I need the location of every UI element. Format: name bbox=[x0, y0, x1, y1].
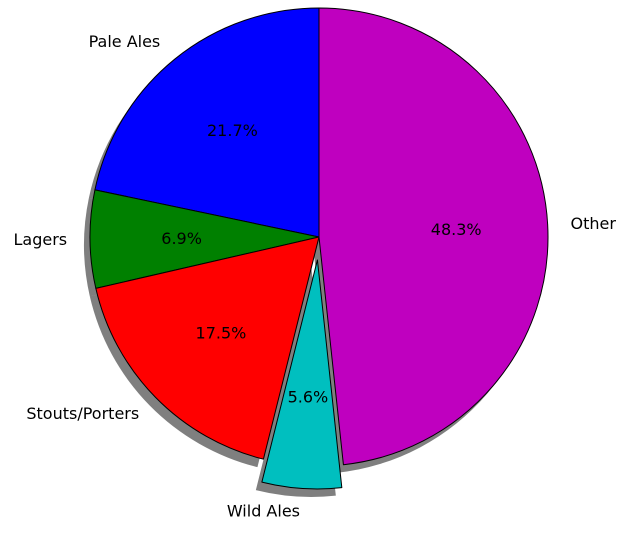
pct-label-lagers: 6.9% bbox=[161, 229, 202, 248]
pct-label-pale-ales: 21.7% bbox=[207, 121, 258, 140]
label-layer: 21.7% Pale Ales 6.9% Lagers 17.5% Stouts/Port… bbox=[13, 32, 616, 521]
slice-label-other: Other bbox=[571, 214, 617, 233]
slice-other bbox=[318, 7, 549, 466]
slice-label-wild-ales: Wild Ales bbox=[227, 502, 300, 521]
pct-label-other: 48.3% bbox=[431, 220, 482, 239]
slice-label-lagers: Lagers bbox=[13, 230, 67, 249]
slice-label-stouts-porters: Stouts/Porters bbox=[26, 404, 139, 423]
pct-label-stouts-porters: 17.5% bbox=[196, 324, 247, 343]
slice-label-pale-ales: Pale Ales bbox=[89, 32, 161, 51]
slice-pale-ales bbox=[94, 7, 320, 238]
slice-wild-ales bbox=[261, 259, 343, 490]
slice-layer bbox=[89, 7, 549, 490]
slice-stouts-porters bbox=[95, 236, 320, 460]
pct-label-wild-ales: 5.6% bbox=[288, 388, 329, 407]
